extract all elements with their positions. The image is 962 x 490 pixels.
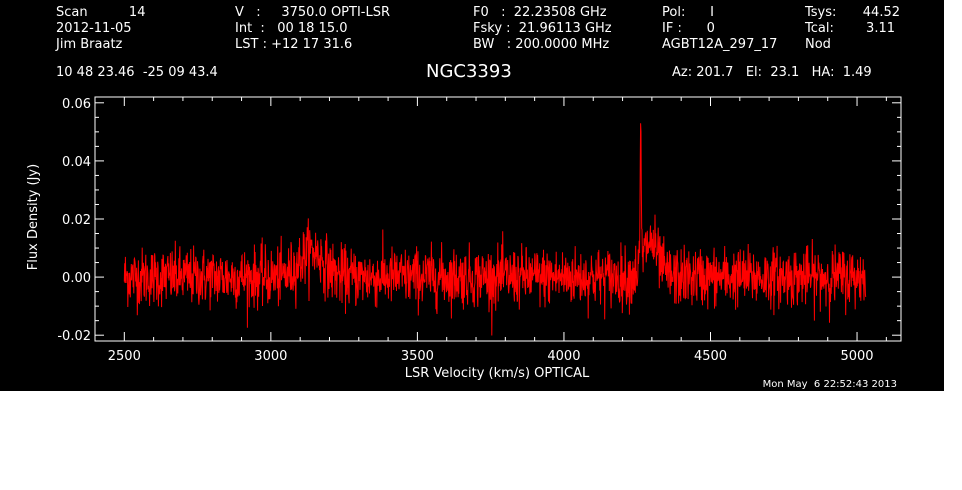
spectrum-line [123, 123, 867, 336]
plot-frame [94, 96, 902, 342]
header-observer: Jim Braatz [56, 37, 123, 52]
header-bw: BW : 200.0000 MHz [473, 37, 610, 52]
x-tick-label: 4000 [547, 349, 580, 364]
header-tsys-value: 44.52 [862, 5, 900, 20]
y-axis-label: Flux Density (Jy) [26, 164, 41, 270]
x-tick-label: 3500 [401, 349, 434, 364]
header-integration: Int : 00 18 15.0 [235, 21, 348, 36]
y-tick-label: 0.00 [62, 271, 91, 286]
x-tick-label: 3000 [254, 349, 287, 364]
x-tick-label: 4500 [694, 349, 727, 364]
x-tick-label: 2500 [108, 349, 141, 364]
header-tcal-value: 3.11 [866, 21, 895, 36]
header-if: IF : 0 [662, 21, 715, 36]
header-project: AGBT12A_297_17 [662, 37, 778, 52]
x-tick-label: 5000 [840, 349, 873, 364]
header-fsky: Fsky : 21.96113 GHz [473, 21, 612, 36]
timestamp: Mon May 6 22:52:43 2013 [762, 379, 897, 390]
header-lst: LST : +12 17 31.6 [235, 37, 353, 52]
axes-layer: 2500 3000 3500 4000 4500 5000 -0.02 0.00 0.02 0.0… [57, 96, 902, 364]
y-tick-label: 0.02 [62, 213, 91, 228]
spectrum-trace-layer [123, 123, 867, 336]
header-velocity: V : 3750.0 OPTI-LSR [235, 5, 391, 20]
header-tcal-label: Tcal: [805, 21, 834, 36]
header-pol: Pol: I [662, 5, 714, 20]
source-title: NGC3393 [426, 61, 512, 82]
x-axis-label: LSR Velocity (km/s) OPTICAL [405, 366, 590, 381]
header-f0: F0 : 22.23508 GHz [473, 5, 607, 20]
header-scan: Scan 14 [56, 5, 146, 20]
header-mode: Nod [805, 37, 831, 52]
header-tsys-label: Tsys: [805, 5, 837, 20]
spectrum-chart: 2500 3000 3500 4000 4500 5000 -0.02 0.00 0.02 0.0… [26, 96, 902, 381]
header-az-el-ha: Az: 201.7 El: 23.1 HA: 1.49 [672, 65, 872, 80]
plot-window: Scan 14 2012-11-05 Jim Braatz V : 3750.0… [0, 0, 944, 391]
header-date: 2012-11-05 [56, 21, 132, 36]
y-tick-label: 0.04 [62, 155, 91, 170]
header-coordinates: 10 48 23.46 -25 09 43.4 [56, 65, 218, 80]
y-tick-label: 0.06 [62, 97, 91, 112]
y-tick-label: -0.02 [57, 329, 91, 344]
